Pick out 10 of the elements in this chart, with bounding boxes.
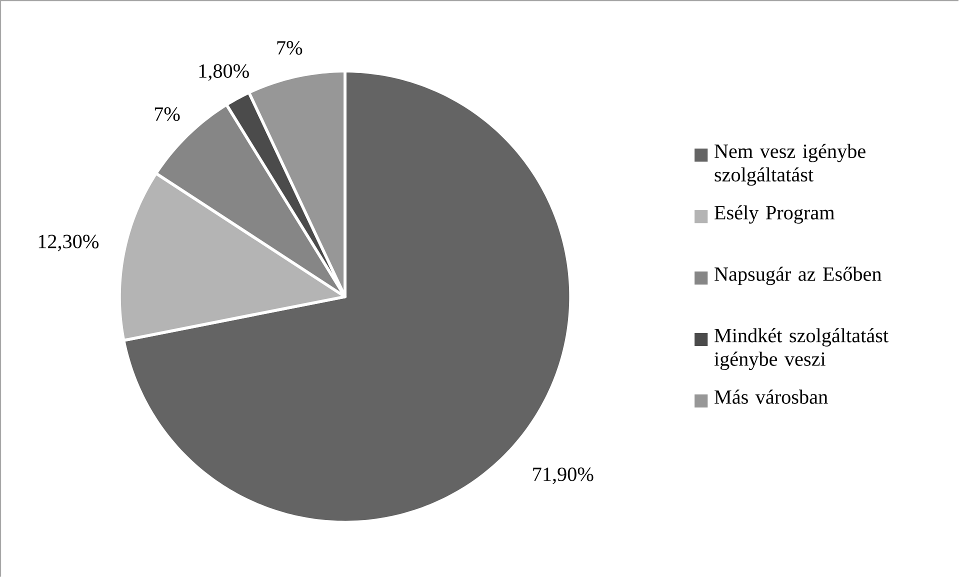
legend-label: Esély Program [714, 205, 835, 224]
legend-label: Mindkét szolgáltatást igénybe veszi [714, 328, 888, 370]
data-label: 7% [154, 107, 180, 121]
legend-label: Nem vesz igénybe szolgáltatást [714, 144, 866, 186]
data-label: 12,30% [38, 234, 99, 252]
data-label: 1,80% [199, 64, 249, 81]
data-label: 7% [277, 40, 302, 55]
legend-label: Más városban [714, 390, 828, 404]
legend-label: Napsugár az Esőben [714, 266, 882, 285]
data-label: 71,90% [533, 467, 594, 484]
